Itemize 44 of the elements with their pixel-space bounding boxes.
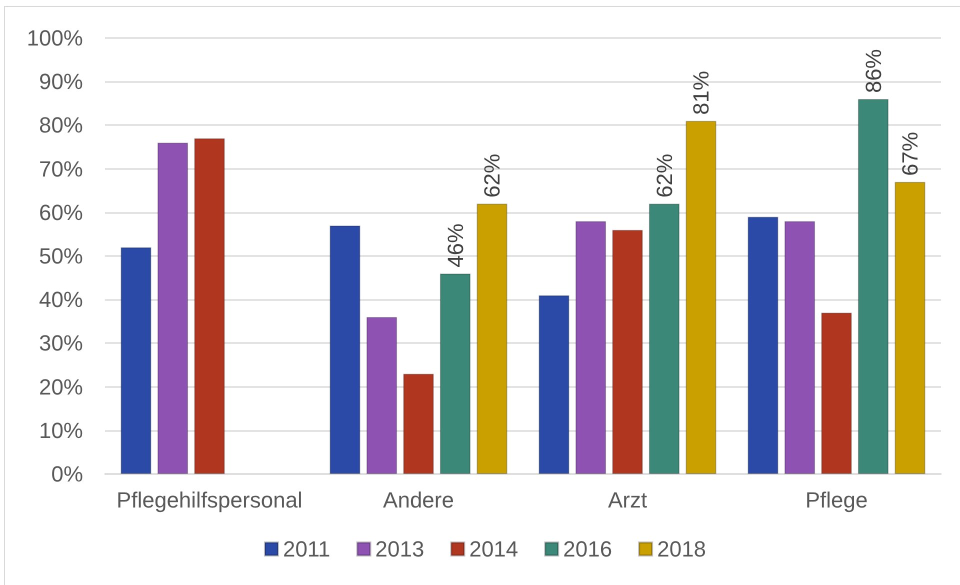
y-tick-label: 40% xyxy=(38,287,83,312)
legend-label: 2013 xyxy=(375,536,424,562)
y-tick-label: 30% xyxy=(38,330,83,356)
bar xyxy=(648,204,680,474)
bar xyxy=(612,230,643,474)
bar xyxy=(120,247,152,474)
y-tick-label: 20% xyxy=(38,374,83,400)
bar xyxy=(748,216,778,474)
y-tick-label: 90% xyxy=(38,69,83,94)
bar xyxy=(403,374,434,474)
bar xyxy=(366,317,398,474)
x-tick-label: Andere xyxy=(383,488,454,512)
bar xyxy=(821,312,852,474)
bar xyxy=(538,295,570,474)
bar xyxy=(440,273,471,474)
bar xyxy=(194,138,225,474)
x-tick-label: Arzt xyxy=(608,488,648,512)
bar xyxy=(575,221,606,474)
bar xyxy=(157,142,188,474)
y-tick-label: 60% xyxy=(38,200,83,225)
legend-label: 2016 xyxy=(563,536,612,562)
data-label: 81% xyxy=(688,70,714,115)
data-label: 46% xyxy=(442,223,468,268)
y-tick-label: 10% xyxy=(38,418,83,443)
bar xyxy=(858,99,889,474)
y-tick-label: 50% xyxy=(38,244,83,268)
x-tick-label: Pflege xyxy=(805,488,868,512)
x-tick-label: Pflegehilfspersonal xyxy=(116,488,302,512)
data-label: 62% xyxy=(480,154,505,198)
y-tick-label: 0% xyxy=(51,462,83,486)
bar xyxy=(686,120,716,474)
bar xyxy=(476,204,508,474)
y-tick-label: 70% xyxy=(38,156,83,182)
data-label: 62% xyxy=(652,154,677,198)
y-tick-label: 80% xyxy=(38,112,83,138)
y-tick-label: 100% xyxy=(26,26,83,50)
legend-label: 2011 xyxy=(282,536,330,562)
legend-label: 2018 xyxy=(657,536,706,562)
data-label: 67% xyxy=(898,132,923,176)
legend-label: 2014 xyxy=(469,536,518,562)
data-label: 86% xyxy=(860,48,886,94)
bar xyxy=(894,182,926,474)
bar xyxy=(330,225,360,474)
bar xyxy=(784,221,816,474)
